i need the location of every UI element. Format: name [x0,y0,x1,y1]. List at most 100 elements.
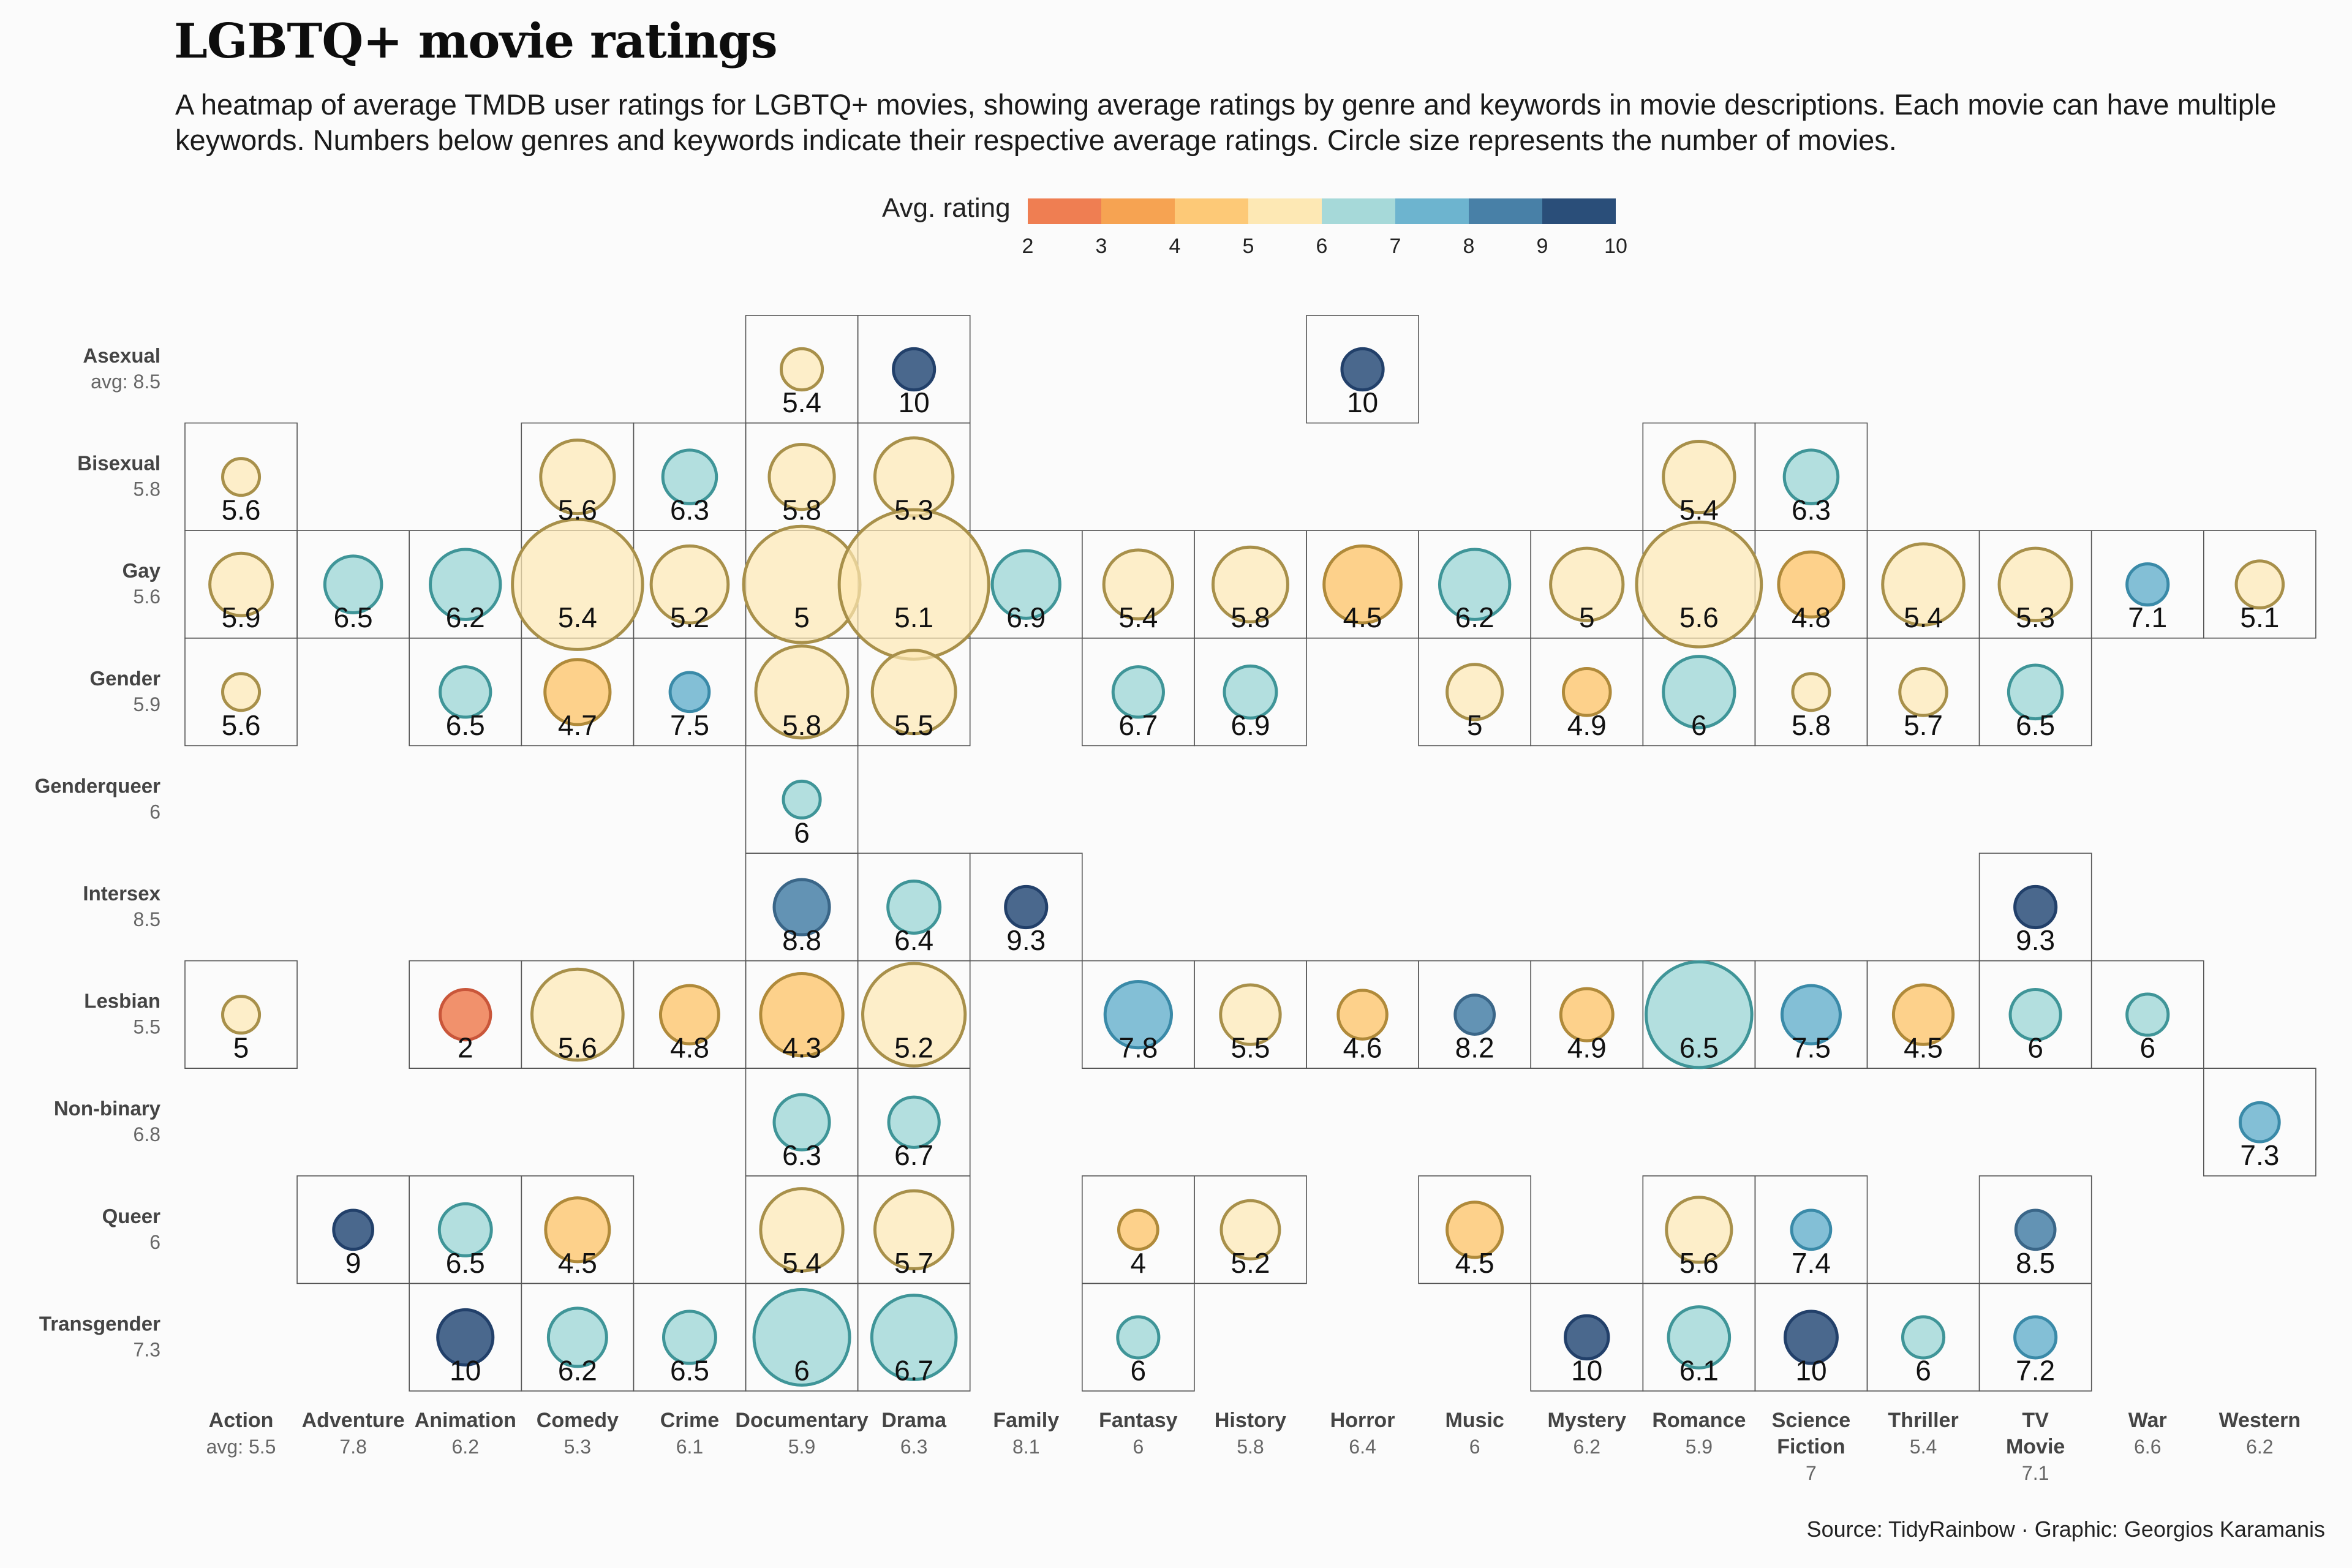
rating-label: 4.5 [1343,601,1382,633]
heatmap-cell [745,422,859,531]
rating-label: 6.5 [446,1247,485,1279]
label-layer: 5.4 10 10 5.6 5.6 6.3 5.8 5.3 5.4 6.3 5.9 6.5 6.2 5.4… [222,386,2280,1386]
genre-label: Music [1445,1409,1504,1432]
genre-label: History [1215,1409,1286,1432]
legend-swatch [1028,198,1101,224]
heatmap-cell [633,960,747,1069]
keyword-label: Gender [89,667,160,690]
rating-circle [2125,562,2170,607]
heatmap-cell [1082,1175,1195,1284]
rating-label: 5.1 [894,601,933,633]
heatmap-cell [1194,530,1307,639]
rating-circle [1791,672,1831,712]
rating-label: 5.9 [222,601,261,633]
rating-circle [649,544,730,625]
rating-label: 8.8 [782,924,821,956]
rating-circle [1223,664,1278,720]
rating-label: 5.5 [894,709,933,741]
heatmap-cell [1754,1283,1868,1392]
rating-label: 5.6 [558,494,597,526]
rating-label: 2 [458,1032,473,1064]
heatmap-cell [633,530,747,639]
rating-circle [1559,987,1615,1042]
rating-circle [886,880,942,935]
legend-tick-label: 8 [1463,235,1475,258]
heatmap-cell [857,960,971,1069]
legend-swatch [1395,198,1469,224]
keyword-avg: 5.8 [134,478,160,500]
chart-title: LGBTQ+ movie ratings [174,13,778,69]
rating-label: 4.9 [1567,709,1607,741]
rating-label: 6.7 [1118,709,1158,741]
heatmap-cell [521,638,635,747]
rating-circle [1336,989,1389,1041]
heatmap-cell [521,1175,635,1284]
keyword-label: Queer [102,1205,161,1227]
keyword-label: Genderqueer [35,774,161,797]
rating-circle [1667,1305,1732,1370]
heatmap-cell [521,530,635,639]
rating-label: 6.2 [558,1354,597,1386]
rating-circle [1004,884,1049,930]
legend-swatch [1469,198,1542,224]
rating-circle [1446,1200,1504,1259]
rating-circle [1549,546,1625,622]
genre-label: Crime [660,1409,719,1432]
heatmap-cell [1418,638,1532,747]
heatmap-cell [745,853,859,962]
heatmap-cell [1978,1283,2092,1392]
genre-avg: 6.2 [2246,1436,2273,1458]
genre-label: Science [1772,1409,1851,1432]
keyword-label: Bisexual [77,452,160,475]
heatmap-cell [1194,638,1307,747]
heatmap-cell [296,1175,410,1284]
heatmap-cell [1306,960,1419,1069]
rating-label: 5.3 [2016,601,2055,633]
rating-label: 6 [794,816,810,848]
rating-circle [1881,542,1966,627]
genre-avg: 8.1 [1012,1436,1039,1458]
genre-label: Adventure [302,1409,405,1432]
rating-label: 6.5 [446,709,485,741]
rating-label: 4 [1131,1247,1147,1279]
rating-circle [1561,667,1612,717]
heatmap-cell [1978,530,2092,639]
heatmap-cell [409,960,522,1069]
keyword-label: Intersex [83,882,160,905]
heatmap-cell [857,422,971,531]
heatmap-cell [1530,960,1644,1069]
rating-label: 6 [1131,1354,1147,1386]
rating-label: 6.2 [1455,601,1494,633]
rating-circle [767,443,836,511]
legend-tick-label: 5 [1242,235,1254,258]
genre-avg: 6.2 [1574,1436,1600,1458]
rating-circle [754,644,850,740]
heatmap-cell [409,530,522,639]
heatmap-cell [1418,1175,1532,1284]
genre-label: Fiction [1777,1435,1845,1458]
heatmap-cell [1642,1283,1756,1392]
heatmap-cell [745,638,859,747]
heatmap-cell [745,530,859,639]
heatmap-cell [1978,960,2092,1069]
heatmap-cell [1866,1283,1980,1392]
legend-swatch [1542,198,1616,224]
rating-circle [1635,520,1763,649]
rating-label: 10 [899,386,930,418]
heatmap-cell [184,530,298,639]
rating-circle [2008,987,2062,1042]
genre-label: Documentary [735,1409,868,1432]
rating-label: 5.8 [782,709,821,741]
heatmap-cell [1306,530,1419,639]
rating-label: 10 [1347,386,1378,418]
rating-circle [887,1095,941,1149]
rating-circle [2125,992,2170,1037]
rating-circle [436,1308,495,1366]
heatmap-cell [1530,530,1644,639]
rating-circle [658,984,720,1046]
rating-circle [1790,1208,1833,1251]
heatmap-cell [745,960,859,1069]
keyword-avg: avg: 8.5 [91,371,160,393]
genre-avg: 5.8 [1237,1436,1264,1458]
rating-circle [873,436,955,518]
